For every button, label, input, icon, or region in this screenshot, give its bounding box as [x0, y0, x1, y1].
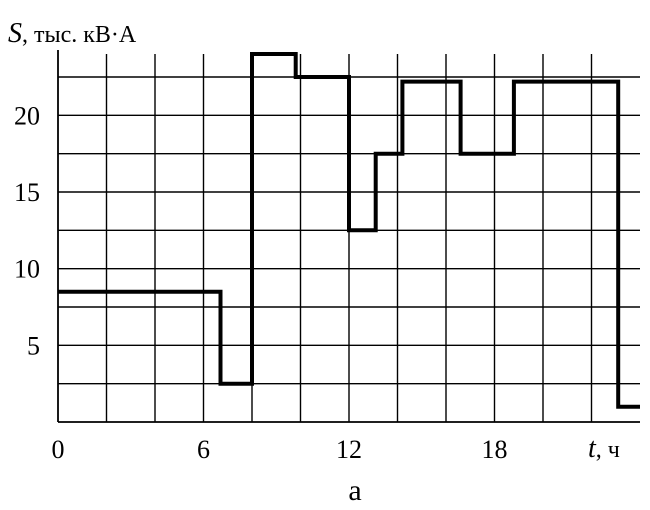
- x-axis-variable: t: [588, 433, 597, 464]
- x-axis-unit: , ч: [596, 437, 620, 463]
- y-tick-label: 5: [27, 331, 40, 360]
- y-tick-label: 10: [14, 255, 40, 284]
- x-tick-label: 6: [197, 435, 210, 464]
- x-tick-label: 12: [336, 435, 362, 464]
- y-tick-label: 20: [14, 101, 40, 130]
- x-tick-label: 0: [52, 435, 65, 464]
- y-tick-labels: 5 10 15 20: [14, 101, 40, 360]
- y-axis-title: S, тыс. кВ·А: [8, 18, 137, 49]
- series: [58, 52, 640, 409]
- y-axis-variable: S: [8, 18, 22, 49]
- y-tick-label: 15: [14, 178, 40, 207]
- load-step-line: [58, 52, 640, 409]
- figure-caption: а: [348, 474, 361, 507]
- x-axis-title: t, ч: [588, 433, 620, 464]
- x-tick-labels: 0 6 12 18: [52, 435, 508, 464]
- plot-frame: [57, 50, 640, 423]
- x-tick-label: 18: [482, 435, 508, 464]
- y-axis-unit: , тыс. кВ·А: [22, 22, 137, 48]
